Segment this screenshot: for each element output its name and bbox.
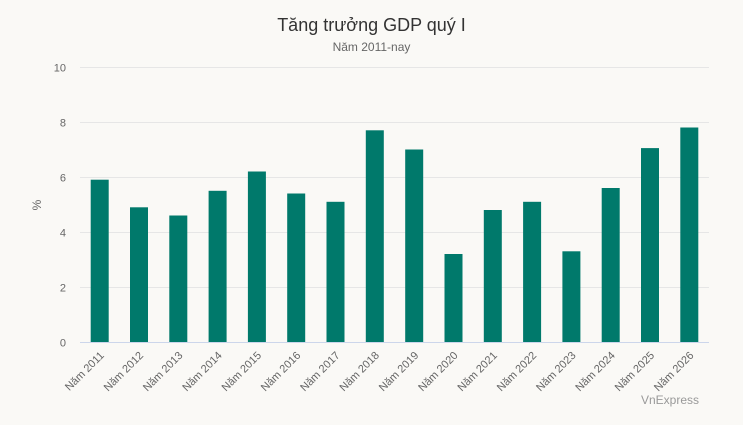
bar[interactable] [680,127,699,343]
x-tick-label: Năm 2018 [338,350,382,394]
bar[interactable] [601,188,620,342]
y-tick-label: 8 [60,118,66,130]
bar[interactable] [562,251,581,343]
x-tick-label: Năm 2024 [573,350,617,394]
x-tick-label: Năm 2019 [377,350,421,394]
x-tick-label: Năm 2016 [259,350,303,394]
bar[interactable] [483,210,502,342]
x-tick-label: Năm 2015 [220,350,264,394]
y-tick-label: 6 [60,173,66,185]
x-tick-label: Năm 2026 [652,350,696,394]
chart-subtitle: Năm 2011-nay [332,40,411,54]
x-tick-label: Năm 2023 [534,350,578,394]
x-tick-label: Năm 2022 [495,350,539,394]
x-tick-label: Năm 2017 [298,350,342,394]
bar[interactable] [444,254,463,342]
x-tick-label: Năm 2020 [416,350,460,394]
x-tick-label: Năm 2011 [63,350,107,394]
bar[interactable] [130,207,148,343]
bar-series [90,127,699,343]
y-axis-label: % [30,199,44,210]
bar[interactable] [641,148,659,342]
bar[interactable] [523,201,542,343]
y-tick-label: 10 [54,63,66,75]
bar[interactable] [287,193,306,343]
bar[interactable] [208,190,227,343]
bar[interactable] [326,201,345,343]
x-tick-label: Năm 2021 [456,350,500,394]
x-tick-label: Năm 2013 [141,350,185,394]
bar[interactable] [405,149,424,343]
x-tick-label: Năm 2014 [180,350,224,394]
x-tick-label: Năm 2012 [102,350,146,394]
y-tick-label: 4 [60,228,66,240]
bar[interactable] [365,130,384,343]
y-axis-ticks: 0 2 4 6 8 10 [54,63,66,350]
bar[interactable] [247,171,266,343]
bar[interactable] [90,179,109,342]
y-tick-label: 2 [60,283,66,295]
credit-label: VnExpress [640,393,699,407]
y-tick-label: 0 [60,338,66,350]
bar[interactable] [169,215,188,343]
chart-title: Tăng trưởng GDP quý I [277,15,466,35]
x-tick-label: Năm 2025 [613,350,657,394]
